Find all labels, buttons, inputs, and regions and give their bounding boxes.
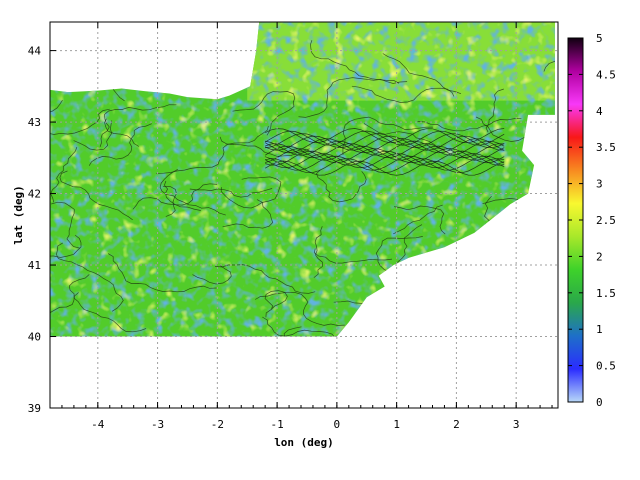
y-tick-label: 43 [28,116,41,129]
plot-frame [49,21,559,409]
contour-line [214,264,316,294]
colorbar-ticks: 0 0.5 1 1.5 2 2.5 3 3.5 4 4.5 5 [568,32,616,409]
x-tick-label: 0 [334,418,341,431]
y-tick-label: 41 [28,259,41,272]
contour-line [313,248,393,264]
y-tick-label: 40 [28,331,41,344]
pyrenees-contour [265,138,505,154]
pyrenees-contour [265,160,505,176]
contour-line [99,104,177,148]
pyrenees-contour [265,133,505,149]
contour-line [232,91,296,136]
y-axis: 39 40 41 42 43 44 [28,45,56,415]
contour-line [342,116,434,155]
contour-line [156,125,269,174]
contour-line [351,85,455,103]
contour-line [543,39,555,72]
colorbar-tick-label: 4.5 [596,68,616,81]
pyrenees-contour [265,135,505,151]
colorbar-tick-label: 3 [596,178,603,191]
grid-lines [50,22,558,409]
contour-line [262,316,343,337]
contour-line [159,168,226,216]
contour-line [393,204,443,235]
contour-line [189,188,273,198]
contour-line [73,120,113,151]
contour-line [164,180,201,211]
pyrenees-contour [265,130,505,146]
contour-line [394,205,446,235]
colorbar-tick-label: 2.5 [596,214,616,227]
contour-line [51,201,81,249]
contour-line [363,123,445,150]
contour-line [417,117,522,132]
y-tick-label: 39 [28,402,41,415]
contour-line [88,123,152,166]
contour-line [298,77,408,118]
colorbar-tick-label: 1 [596,323,603,336]
pyrenees-contour [265,128,505,144]
contour-line [68,274,147,333]
contour-line [382,53,462,95]
pyrenees-contour [265,140,505,156]
contour-line [50,146,78,203]
x-tick-label: 3 [513,418,520,431]
contour-line [107,253,217,293]
x-tick-label: -4 [91,418,105,431]
contour-line [255,291,345,326]
contour-line [59,170,133,221]
contour-line [56,242,124,312]
pyrenees-contour [265,143,505,159]
contour-line [222,199,274,229]
colorbar: 0 0.5 1 1.5 2 2.5 3 3.5 4 4.5 5 [567,32,616,409]
contour-line [104,118,140,147]
colorbar-tick-label: 4 [596,105,603,118]
contour-line [192,265,232,285]
x-axis: -4 -3 -2 -1 0 1 2 3 [49,22,553,431]
x-tick-label: -1 [270,418,283,431]
x-axis-title: lon (deg) [274,436,334,449]
contour-line [316,169,367,203]
contour-line [132,183,218,210]
colorbar-tick-label: 2 [596,250,603,263]
colorbar-tick-label: 5 [596,32,603,45]
x-tick-label: -3 [151,418,164,431]
contour-line [50,100,110,135]
contour-line [197,326,302,337]
contour-line [220,176,282,209]
y-axis-title: lat (deg) [12,185,25,245]
colorbar-tick-label: 0.5 [596,360,616,373]
contour-line [313,226,323,278]
x-tick-label: 2 [453,418,460,431]
contour-line [162,186,177,217]
contour-line [375,236,423,273]
pyrenees-contour [265,148,505,164]
x-tick-label: -2 [211,418,224,431]
colorbar-tick-label: 3.5 [596,141,616,154]
x-tick-label: 1 [393,418,400,431]
pyrenees-contour [265,158,505,174]
colorbar-tick-label: 0 [596,396,603,409]
y-tick-label: 42 [28,188,41,201]
contour-line [50,292,79,337]
y-tick-label: 44 [28,45,42,58]
pyrenees-contour [265,155,505,171]
contour-line [264,290,288,318]
colorbar-tick-label: 1.5 [596,287,616,300]
